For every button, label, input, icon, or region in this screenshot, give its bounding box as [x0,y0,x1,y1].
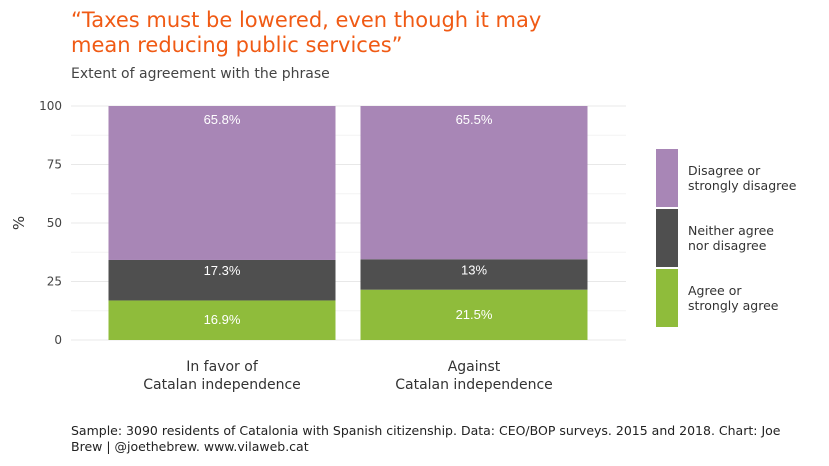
y-axis-label: % [10,216,28,230]
bar-segment [108,106,336,260]
chart-subtitle: Extent of agreement with the phrase [71,66,330,82]
chart-title-line-2: mean reducing public services” [71,33,403,57]
legend-label: Agree or [688,283,742,298]
legend-label: strongly disagree [688,178,797,193]
data-label: 65.8% [204,112,241,127]
bar-segment [108,259,336,301]
x-category-label: Catalan independence [143,377,301,393]
chart-caption: Sample: 3090 residents of Catalonia with… [71,423,781,454]
legend-label: Disagree or [688,163,761,178]
legend-swatch [656,269,678,327]
y-tick-label: 0 [54,333,62,347]
chart-title: “Taxes must be lowered, even though it m… [71,8,671,58]
chart-title-line-1: “Taxes must be lowered, even though it m… [71,8,542,32]
x-category-label: Against [448,359,501,375]
legend-label: Neither agree [688,223,774,238]
data-labels: 16.9% 17.3% 65.8% 21.5% 13% 65.5% [204,112,493,327]
bar-segment [360,259,588,290]
x-category-label: Catalan independence [395,377,553,393]
legend-label: nor disagree [688,238,767,253]
bars [108,106,588,340]
x-axis-categories: In favor of Catalan independence Against Ca… [143,359,553,393]
y-axis-ticks: 0 25 50 75 100 [39,99,62,347]
data-label: 16.9% [204,312,241,327]
bar-segment [108,300,336,340]
data-label: 65.5% [456,112,493,127]
data-label: 21.5% [456,307,493,322]
y-tick-label: 25 [47,275,62,289]
y-tick-label: 100 [39,99,62,113]
legend-label: strongly agree [688,298,779,313]
bar-segment [360,106,588,260]
data-label: 17.3% [204,263,241,278]
bar-segment [360,289,588,340]
y-tick-label: 50 [47,216,62,230]
y-tick-label: 75 [47,158,62,172]
data-label: 13% [461,262,487,277]
legend-swatch [656,209,678,267]
x-category-label: In favor of [186,359,259,375]
legend-swatch [656,149,678,207]
